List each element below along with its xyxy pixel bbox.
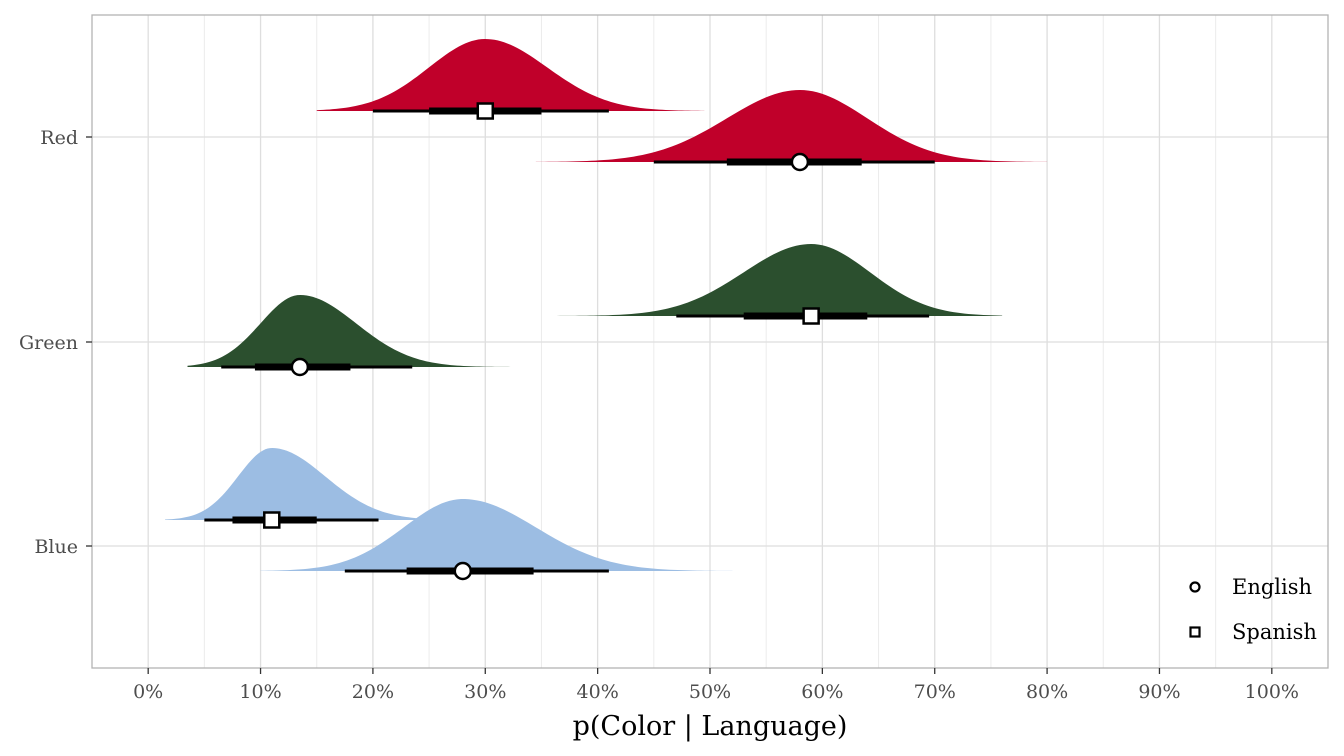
legend-key-english: English (1189, 575, 1312, 599)
x-tick-label: 20% (352, 681, 394, 703)
y-tick-label-blue: Blue (34, 536, 78, 558)
axes: 0% 10% 20% 30% 40% 50% 60% 70% 80% 90% 100% Red Gree… (19, 127, 1299, 703)
x-tick-label: 40% (577, 681, 619, 703)
x-tick-label: 60% (801, 681, 843, 703)
density-red-english (535, 90, 1048, 162)
x-tick-label: 50% (689, 681, 731, 703)
x-tick-label: 80% (1026, 681, 1068, 703)
legend-label: English (1232, 575, 1312, 599)
legend-key-spanish: Spanish (1189, 620, 1317, 644)
density-blue-english (260, 499, 733, 571)
x-tick-label: 10% (239, 681, 281, 703)
density-blue-spanish (165, 448, 452, 520)
density-green-spanish (552, 244, 1003, 316)
distributions (165, 39, 1048, 571)
legend-square-icon (1189, 626, 1201, 638)
point-english (790, 152, 810, 172)
y-tick-label-red: Red (40, 127, 78, 149)
point-estimates (263, 102, 820, 581)
point-english (290, 357, 310, 377)
point-spanish (476, 102, 495, 120)
x-tick-label: 70% (914, 681, 956, 703)
point-english (453, 561, 473, 581)
x-tick-label: 100% (1245, 681, 1299, 703)
point-spanish (802, 307, 820, 325)
density-red-spanish (316, 39, 705, 111)
x-tick-label: 90% (1138, 681, 1180, 703)
y-tick-label-green: Green (19, 332, 78, 354)
x-axis-title: p(Color | Language) (573, 711, 848, 742)
x-tick-label: 30% (464, 681, 506, 703)
point-spanish (263, 511, 281, 529)
legend-circle-icon (1189, 581, 1201, 593)
legend: English Spanish (1189, 575, 1317, 644)
x-tick-label: 0% (133, 681, 163, 703)
legend-label: Spanish (1232, 620, 1317, 644)
density-green-english (187, 295, 564, 367)
